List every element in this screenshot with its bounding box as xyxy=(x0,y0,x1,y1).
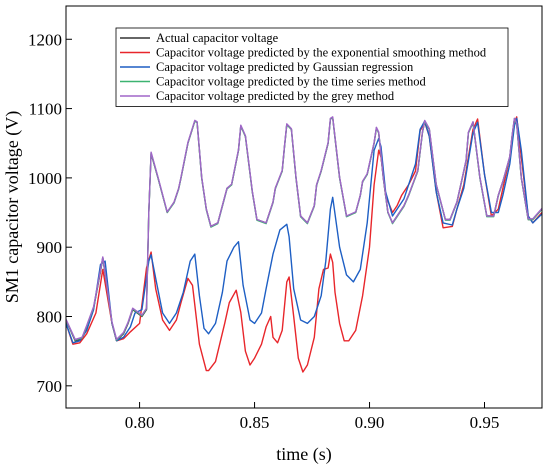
legend-label-3: Capacitor voltage predicted by the time … xyxy=(156,75,426,89)
legend-label-1: Capacitor voltage predicted by the expon… xyxy=(156,46,487,60)
x-tick-label: 0.90 xyxy=(355,413,385,432)
y-axis-label: SM1 capacitor voltage (V) xyxy=(2,111,23,303)
legend-label-0: Actual capacitor voltage xyxy=(156,31,279,45)
series-line-4 xyxy=(66,116,542,341)
series-line-1 xyxy=(66,116,542,373)
series-line-2 xyxy=(66,117,542,344)
legend-label-2: Capacitor voltage predicted by Gaussian … xyxy=(156,60,414,74)
y-tick-label: 700 xyxy=(37,377,63,396)
x-axis-label: time (s) xyxy=(276,444,332,465)
y-tick-label: 900 xyxy=(37,238,63,257)
legend-label-4: Capacitor voltage predicted by the grey … xyxy=(156,89,395,103)
x-tick-label: 0.80 xyxy=(125,413,155,432)
series-layer xyxy=(66,116,542,373)
legend-box xyxy=(115,27,509,107)
y-tick-label: 1100 xyxy=(29,100,62,119)
y-tick-label: 800 xyxy=(37,308,63,327)
plot-frame xyxy=(65,5,543,409)
y-tick-label: 1000 xyxy=(28,169,62,188)
x-tick-label: 0.95 xyxy=(470,413,500,432)
y-tick-label: 1200 xyxy=(28,30,62,49)
x-tick-label: 0.85 xyxy=(240,413,270,432)
ticks-layer: 0.80 0.85 0.90 0.95 700 800 900 1000 1100 1200 xyxy=(28,30,499,432)
